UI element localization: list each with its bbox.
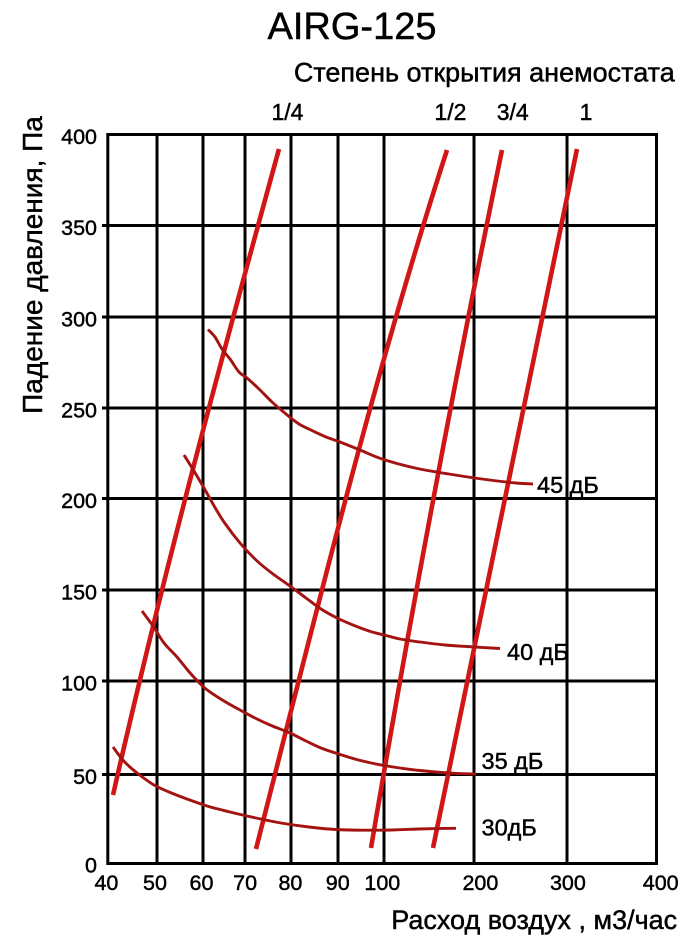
svg-text:60: 60 (190, 871, 214, 895)
svg-text:400: 400 (643, 871, 679, 895)
svg-text:150: 150 (61, 581, 97, 605)
svg-text:200: 200 (61, 489, 97, 513)
svg-text:100: 100 (61, 672, 97, 696)
svg-text:1/2: 1/2 (434, 99, 466, 125)
svg-text:300: 300 (550, 871, 586, 895)
svg-text:AIRG-125: AIRG-125 (268, 6, 437, 48)
svg-text:250: 250 (61, 399, 97, 423)
svg-text:400: 400 (61, 125, 97, 149)
svg-text:70: 70 (233, 871, 257, 895)
svg-text:100: 100 (364, 871, 400, 895)
svg-text:40: 40 (94, 871, 118, 895)
svg-text:40 дБ: 40 дБ (507, 639, 569, 665)
svg-text:50: 50 (73, 765, 97, 789)
svg-text:0: 0 (85, 854, 97, 878)
svg-text:350: 350 (61, 216, 97, 240)
svg-text:50: 50 (143, 871, 167, 895)
svg-text:90: 90 (326, 871, 350, 895)
svg-text:Падение давления, Па: Падение давления, Па (17, 116, 48, 414)
svg-text:35 дБ: 35 дБ (482, 748, 544, 774)
svg-text:30дБ: 30дБ (482, 815, 537, 841)
svg-text:1/4: 1/4 (272, 99, 304, 125)
svg-text:3/4: 3/4 (497, 99, 529, 125)
svg-text:Расход воздух , м3/час: Расход воздух , м3/час (391, 905, 677, 935)
svg-text:1: 1 (580, 99, 593, 125)
svg-text:200: 200 (462, 871, 498, 895)
svg-text:80: 80 (278, 871, 302, 895)
svg-text:45 дБ: 45 дБ (537, 472, 599, 498)
svg-text:Степень открытия анемостата: Степень открытия анемостата (294, 58, 676, 88)
svg-text:300: 300 (61, 308, 97, 332)
